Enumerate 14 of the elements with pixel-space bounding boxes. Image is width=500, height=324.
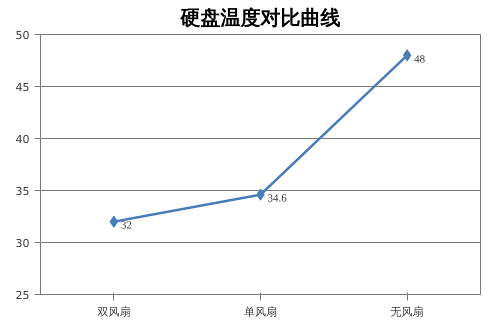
y-tick-label: 45 [16, 81, 30, 94]
y-tick-label: 40 [16, 133, 30, 146]
y-tick-label: 30 [16, 237, 30, 250]
data-label: 48 [414, 53, 426, 66]
y-tick-label: 25 [16, 289, 30, 302]
data-label: 32 [120, 220, 132, 232]
point [256, 188, 265, 201]
y-tick-label: 50 [16, 29, 30, 42]
y-tick-label: 35 [16, 185, 30, 198]
x-tick-label: 无风扇 [390, 306, 424, 318]
x-tick-label: 单风扇 [244, 306, 277, 318]
x-tick-label: 双风扇 [97, 306, 130, 318]
data-label: 34.6 [268, 192, 288, 205]
chart-title: 硬盘温度对比曲线 [180, 6, 340, 30]
